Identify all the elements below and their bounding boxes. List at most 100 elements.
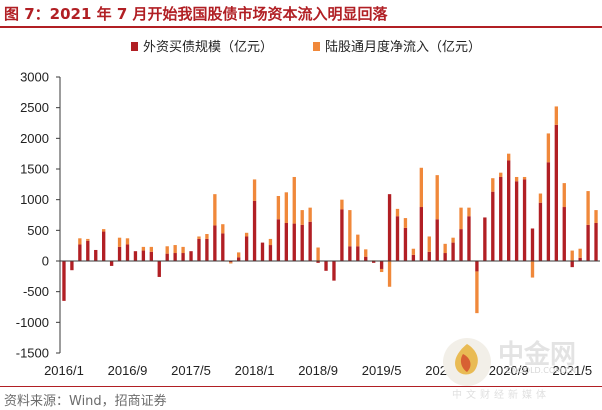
y-tick-label: -1500	[16, 346, 49, 361]
title-divider	[0, 26, 602, 28]
bar-stock-connect	[387, 261, 392, 287]
bar-foreign-bonds	[530, 228, 535, 261]
bar-foreign-bonds	[483, 217, 487, 261]
bar-foreign-bonds	[173, 253, 177, 261]
bar-foreign-bonds	[522, 179, 527, 261]
watermark-text: 中金网	[498, 340, 577, 370]
bar-foreign-bonds	[308, 221, 312, 261]
bar-foreign-bonds	[229, 261, 233, 263]
bar-stock-connect	[546, 133, 551, 163]
y-tick-label: -500	[23, 284, 49, 299]
bar-foreign-bonds	[149, 251, 153, 261]
bar-foreign-bonds	[300, 224, 304, 261]
bar-foreign-bonds	[157, 261, 161, 277]
bar-foreign-bonds	[316, 261, 320, 263]
bar-stock-connect	[379, 268, 384, 273]
source-divider	[0, 386, 602, 387]
legend-label-stock-connect: 陆股通月度净流入（亿元）	[325, 39, 481, 55]
y-tick-label: -1000	[16, 315, 49, 330]
bar-foreign-bonds	[427, 251, 431, 261]
x-tick-label: 2018/1	[235, 363, 275, 378]
bar-foreign-bonds	[507, 160, 511, 261]
bar-stock-connect	[205, 234, 209, 239]
watermark-logo-icon	[443, 338, 491, 386]
bar-stock-connect	[530, 261, 535, 278]
bar-stock-connect	[435, 175, 439, 220]
bar-foreign-bonds	[78, 244, 82, 261]
bar-foreign-bonds	[324, 261, 328, 271]
bar-foreign-bonds	[141, 250, 146, 261]
bar-foreign-bonds	[205, 238, 209, 261]
bar-stock-connect	[284, 192, 288, 223]
bar-stock-connect	[411, 248, 416, 255]
bar-foreign-bonds	[395, 216, 400, 261]
bar-stock-connect	[340, 199, 344, 210]
legend-label-foreign-bonds: 外资买债规模（亿元）	[143, 40, 273, 55]
bar-stock-connect	[173, 245, 177, 254]
bar-stock-connect	[237, 252, 241, 258]
bar-foreign-bonds	[364, 256, 368, 261]
bar-foreign-bonds	[165, 253, 169, 261]
chart-title: 图 7：2021 年 7 月开始我国股债市场资本流入明显回落	[4, 5, 388, 23]
bar-stock-connect	[507, 153, 511, 161]
bar-foreign-bonds	[332, 261, 336, 281]
bar-stock-connect	[467, 207, 471, 217]
bar-foreign-bonds	[459, 229, 463, 261]
bar-foreign-bonds	[252, 200, 257, 261]
legend-swatch-foreign-bonds	[131, 42, 138, 51]
bar-foreign-bonds	[538, 202, 543, 261]
watermark-url: CNGOLD.COM.CN	[506, 366, 577, 375]
bar-stock-connect	[165, 246, 169, 254]
bar-stock-connect	[244, 232, 249, 237]
bar-foreign-bonds	[284, 222, 288, 261]
bar-foreign-bonds	[554, 124, 558, 261]
bar-stock-connect	[292, 176, 296, 224]
bar-stock-connect	[459, 207, 463, 230]
bar-stock-connect	[197, 236, 201, 239]
bar-foreign-bonds	[403, 227, 408, 261]
bar-stock-connect	[221, 224, 225, 234]
bar-foreign-bonds	[356, 246, 360, 261]
bar-foreign-bonds	[237, 257, 241, 261]
bar-stock-connect	[213, 194, 217, 226]
x-tick-label: 2017/5	[171, 363, 211, 378]
bar-stock-connect	[276, 195, 281, 220]
bar-foreign-bonds	[102, 231, 106, 261]
bar-stock-connect	[522, 176, 527, 180]
bar-foreign-bonds	[491, 191, 495, 261]
bar-stock-connect	[356, 234, 360, 247]
bar-foreign-bonds	[475, 261, 479, 272]
bar-stock-connect	[300, 210, 304, 225]
bar-stock-connect	[117, 237, 122, 247]
x-tick-label: 2019/5	[362, 363, 402, 378]
bar-stock-connect	[78, 238, 82, 245]
bar-foreign-bonds	[387, 194, 392, 261]
y-tick-label: 0	[42, 254, 49, 269]
bar-stock-connect	[499, 172, 503, 177]
bar-foreign-bonds	[292, 223, 296, 261]
legend: 外资买债规模（亿元） 陆股通月度净流入（亿元）	[131, 39, 481, 55]
bar-stock-connect	[252, 179, 257, 201]
bar-stock-connect	[538, 193, 543, 203]
bar-foreign-bonds	[499, 176, 503, 261]
x-tick-label: 2016/9	[108, 363, 148, 378]
bar-stock-connect	[364, 249, 368, 257]
bars	[62, 106, 598, 314]
bar-stock-connect	[316, 247, 320, 261]
bar-foreign-bonds	[570, 261, 574, 268]
bar-stock-connect	[149, 246, 153, 252]
bar-foreign-bonds	[268, 245, 273, 261]
x-tick-label: 2016/1	[44, 363, 84, 378]
bar-foreign-bonds	[86, 240, 90, 261]
bar-stock-connect	[308, 207, 312, 222]
bar-foreign-bonds	[435, 219, 439, 261]
bar-stock-connect	[125, 238, 130, 245]
x-tick-label: 2020/9	[489, 363, 529, 378]
y-tick-label: 2500	[20, 100, 49, 115]
bar-stock-connect	[586, 191, 590, 225]
y-tick-label: 3000	[20, 70, 49, 85]
bar-stock-connect	[181, 246, 185, 254]
bar-stock-connect	[514, 176, 519, 182]
bar-foreign-bonds	[419, 207, 423, 261]
bar-foreign-bonds	[578, 257, 582, 261]
